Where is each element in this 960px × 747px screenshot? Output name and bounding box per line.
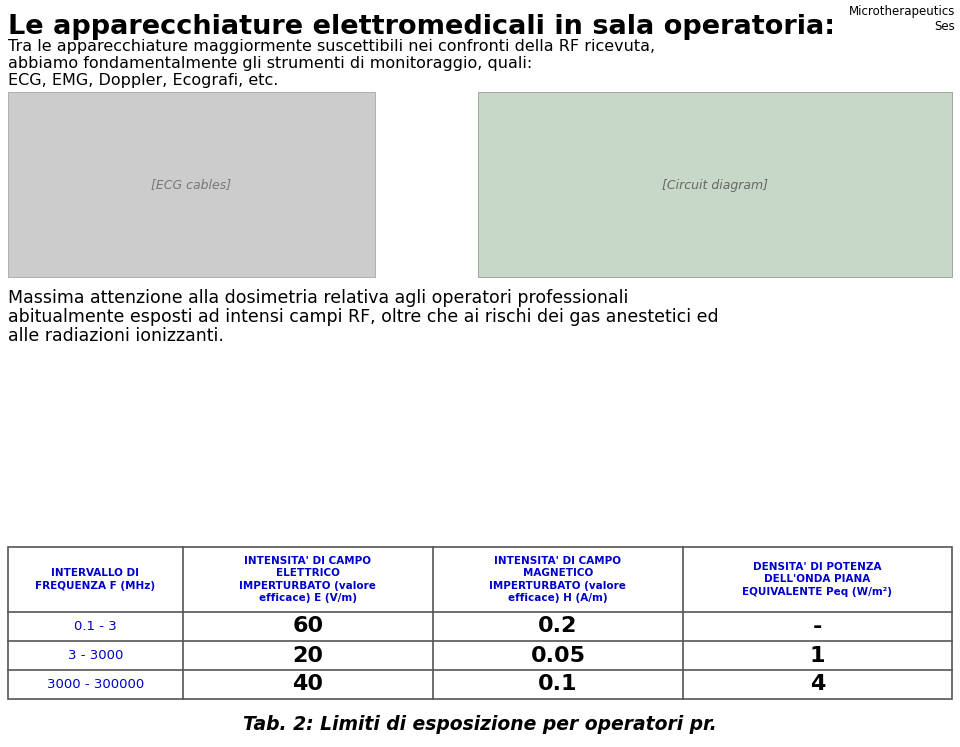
- Text: INTENSITA' DI CAMPO
ELETTRICO
IMPERTURBATO (valore
efficace) E (V/m): INTENSITA' DI CAMPO ELETTRICO IMPERTURBA…: [239, 556, 376, 603]
- Text: Tra le apparecchiature maggiormente suscettibili nei confronti della RF ricevuta: Tra le apparecchiature maggiormente susc…: [8, 39, 655, 54]
- Text: [Circuit diagram]: [Circuit diagram]: [662, 179, 768, 191]
- Text: abbiamo fondamentalmente gli strumenti di monitoraggio, quali:: abbiamo fondamentalmente gli strumenti d…: [8, 56, 532, 71]
- Text: 4: 4: [810, 675, 826, 695]
- Text: ECG, EMG, Doppler, Ecografi, etc.: ECG, EMG, Doppler, Ecografi, etc.: [8, 73, 278, 88]
- Text: Le apparecchiature elettromedicali in sala operatoria:: Le apparecchiature elettromedicali in sa…: [8, 14, 835, 40]
- Text: 3 - 3000: 3 - 3000: [67, 649, 123, 662]
- Text: 60: 60: [292, 616, 324, 636]
- Text: 0.05: 0.05: [530, 645, 586, 666]
- Text: 0.2: 0.2: [539, 616, 578, 636]
- Text: INTENSITA' DI CAMPO
MAGNETICO
IMPERTURBATO (valore
efficace) H (A/m): INTENSITA' DI CAMPO MAGNETICO IMPERTURBA…: [490, 556, 626, 603]
- Text: 0.1: 0.1: [539, 675, 578, 695]
- Text: 1: 1: [809, 645, 826, 666]
- Text: -: -: [813, 616, 822, 636]
- Text: alle radiazioni ionizzanti.: alle radiazioni ionizzanti.: [8, 327, 224, 345]
- Text: Microtherapeutics
Ses: Microtherapeutics Ses: [849, 5, 955, 33]
- Text: [ECG cables]: [ECG cables]: [151, 179, 231, 191]
- Text: Massima attenzione alla dosimetria relativa agli operatori professionali: Massima attenzione alla dosimetria relat…: [8, 289, 629, 307]
- Text: INTERVALLO DI
FREQUENZA F (MHz): INTERVALLO DI FREQUENZA F (MHz): [36, 568, 156, 591]
- Text: 40: 40: [292, 675, 324, 695]
- Text: DENSITA' DI POTENZA
DELL'ONDA PIANA
EQUIVALENTE Peq (W/m²): DENSITA' DI POTENZA DELL'ONDA PIANA EQUI…: [742, 562, 893, 597]
- Text: Tab. 2: Limiti di esposizione per operatori pr.: Tab. 2: Limiti di esposizione per operat…: [243, 716, 717, 734]
- Text: abitualmente esposti ad intensi campi RF, oltre che ai rischi dei gas anestetici: abitualmente esposti ad intensi campi RF…: [8, 308, 719, 326]
- Bar: [8, 92, 375, 277]
- Text: 0.1 - 3: 0.1 - 3: [74, 620, 117, 633]
- Bar: [8, 547, 952, 699]
- Bar: [478, 92, 952, 277]
- Text: 20: 20: [292, 645, 324, 666]
- Text: 3000 - 300000: 3000 - 300000: [47, 678, 144, 691]
